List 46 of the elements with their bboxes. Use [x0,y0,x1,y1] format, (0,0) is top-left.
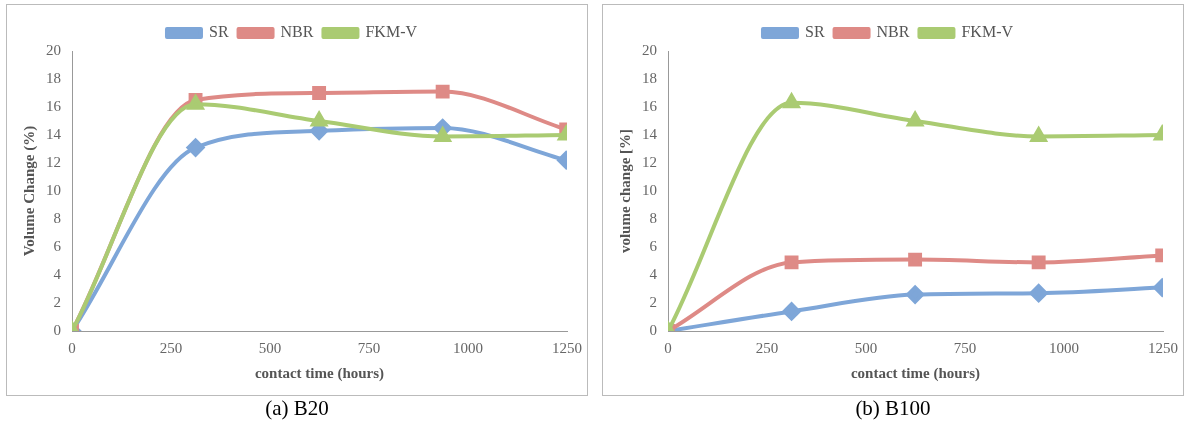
x-tick-label: 750 [357,339,381,356]
y-tick-label: 0 [649,321,657,338]
y-tick-label: 20 [642,41,657,58]
y-tick-label: 2 [649,293,657,310]
legend-label: SR [804,23,825,41]
x-tick-label: 1250 [1148,339,1178,356]
legend-label: SR [208,23,229,41]
y-tick-label: 8 [649,209,657,226]
y-tick-label: 6 [649,237,658,254]
y-tick-label: 10 [642,181,657,198]
y-tick-label: 0 [53,321,61,338]
x-tick-label: 250 [755,339,779,356]
x-tick-label: 1000 [453,339,483,356]
y-tick-label: 18 [642,69,657,86]
y-tick-label: 8 [53,209,61,226]
x-tick-label: 1000 [1049,339,1079,356]
legend-label: NBR [876,23,910,41]
y-tick-label: 12 [642,153,657,170]
y-tick-label: 16 [642,97,658,114]
y-tick-label: 14 [642,125,658,142]
y-tick-label: 20 [46,41,61,58]
legend-label: FKM-V [365,23,418,41]
x-tick-label: 500 [854,339,878,356]
x-tick-label: 1250 [552,339,582,356]
x-axis-title: contact time (hours) [254,364,385,382]
text: (a) B20 [264,396,330,421]
x-tick-label: 0 [664,339,672,356]
y-tick-label: 18 [46,69,61,86]
y-tick-label: 4 [649,265,658,282]
y-axis-title: volume change [%] [616,128,633,254]
y-tick-label: 4 [53,265,62,282]
y-tick-label: 6 [53,237,62,254]
x-tick-label: 0 [68,339,76,356]
x-tick-label: 750 [953,339,977,356]
legend-label: FKM-V [961,23,1014,41]
y-tick-label: 14 [46,125,62,142]
y-axis-title: Volume Change (%) [20,125,38,257]
x-tick-label: 500 [258,339,282,356]
y-tick-label: 12 [46,153,61,170]
x-axis-title: contact time (hours) [850,364,981,382]
y-tick-label: 2 [53,293,61,310]
legend-label: NBR [280,23,314,41]
y-tick-label: 16 [46,97,62,114]
y-tick-label: 10 [46,181,61,198]
x-tick-label: 250 [159,339,183,356]
text: (b) B100 [854,396,932,421]
